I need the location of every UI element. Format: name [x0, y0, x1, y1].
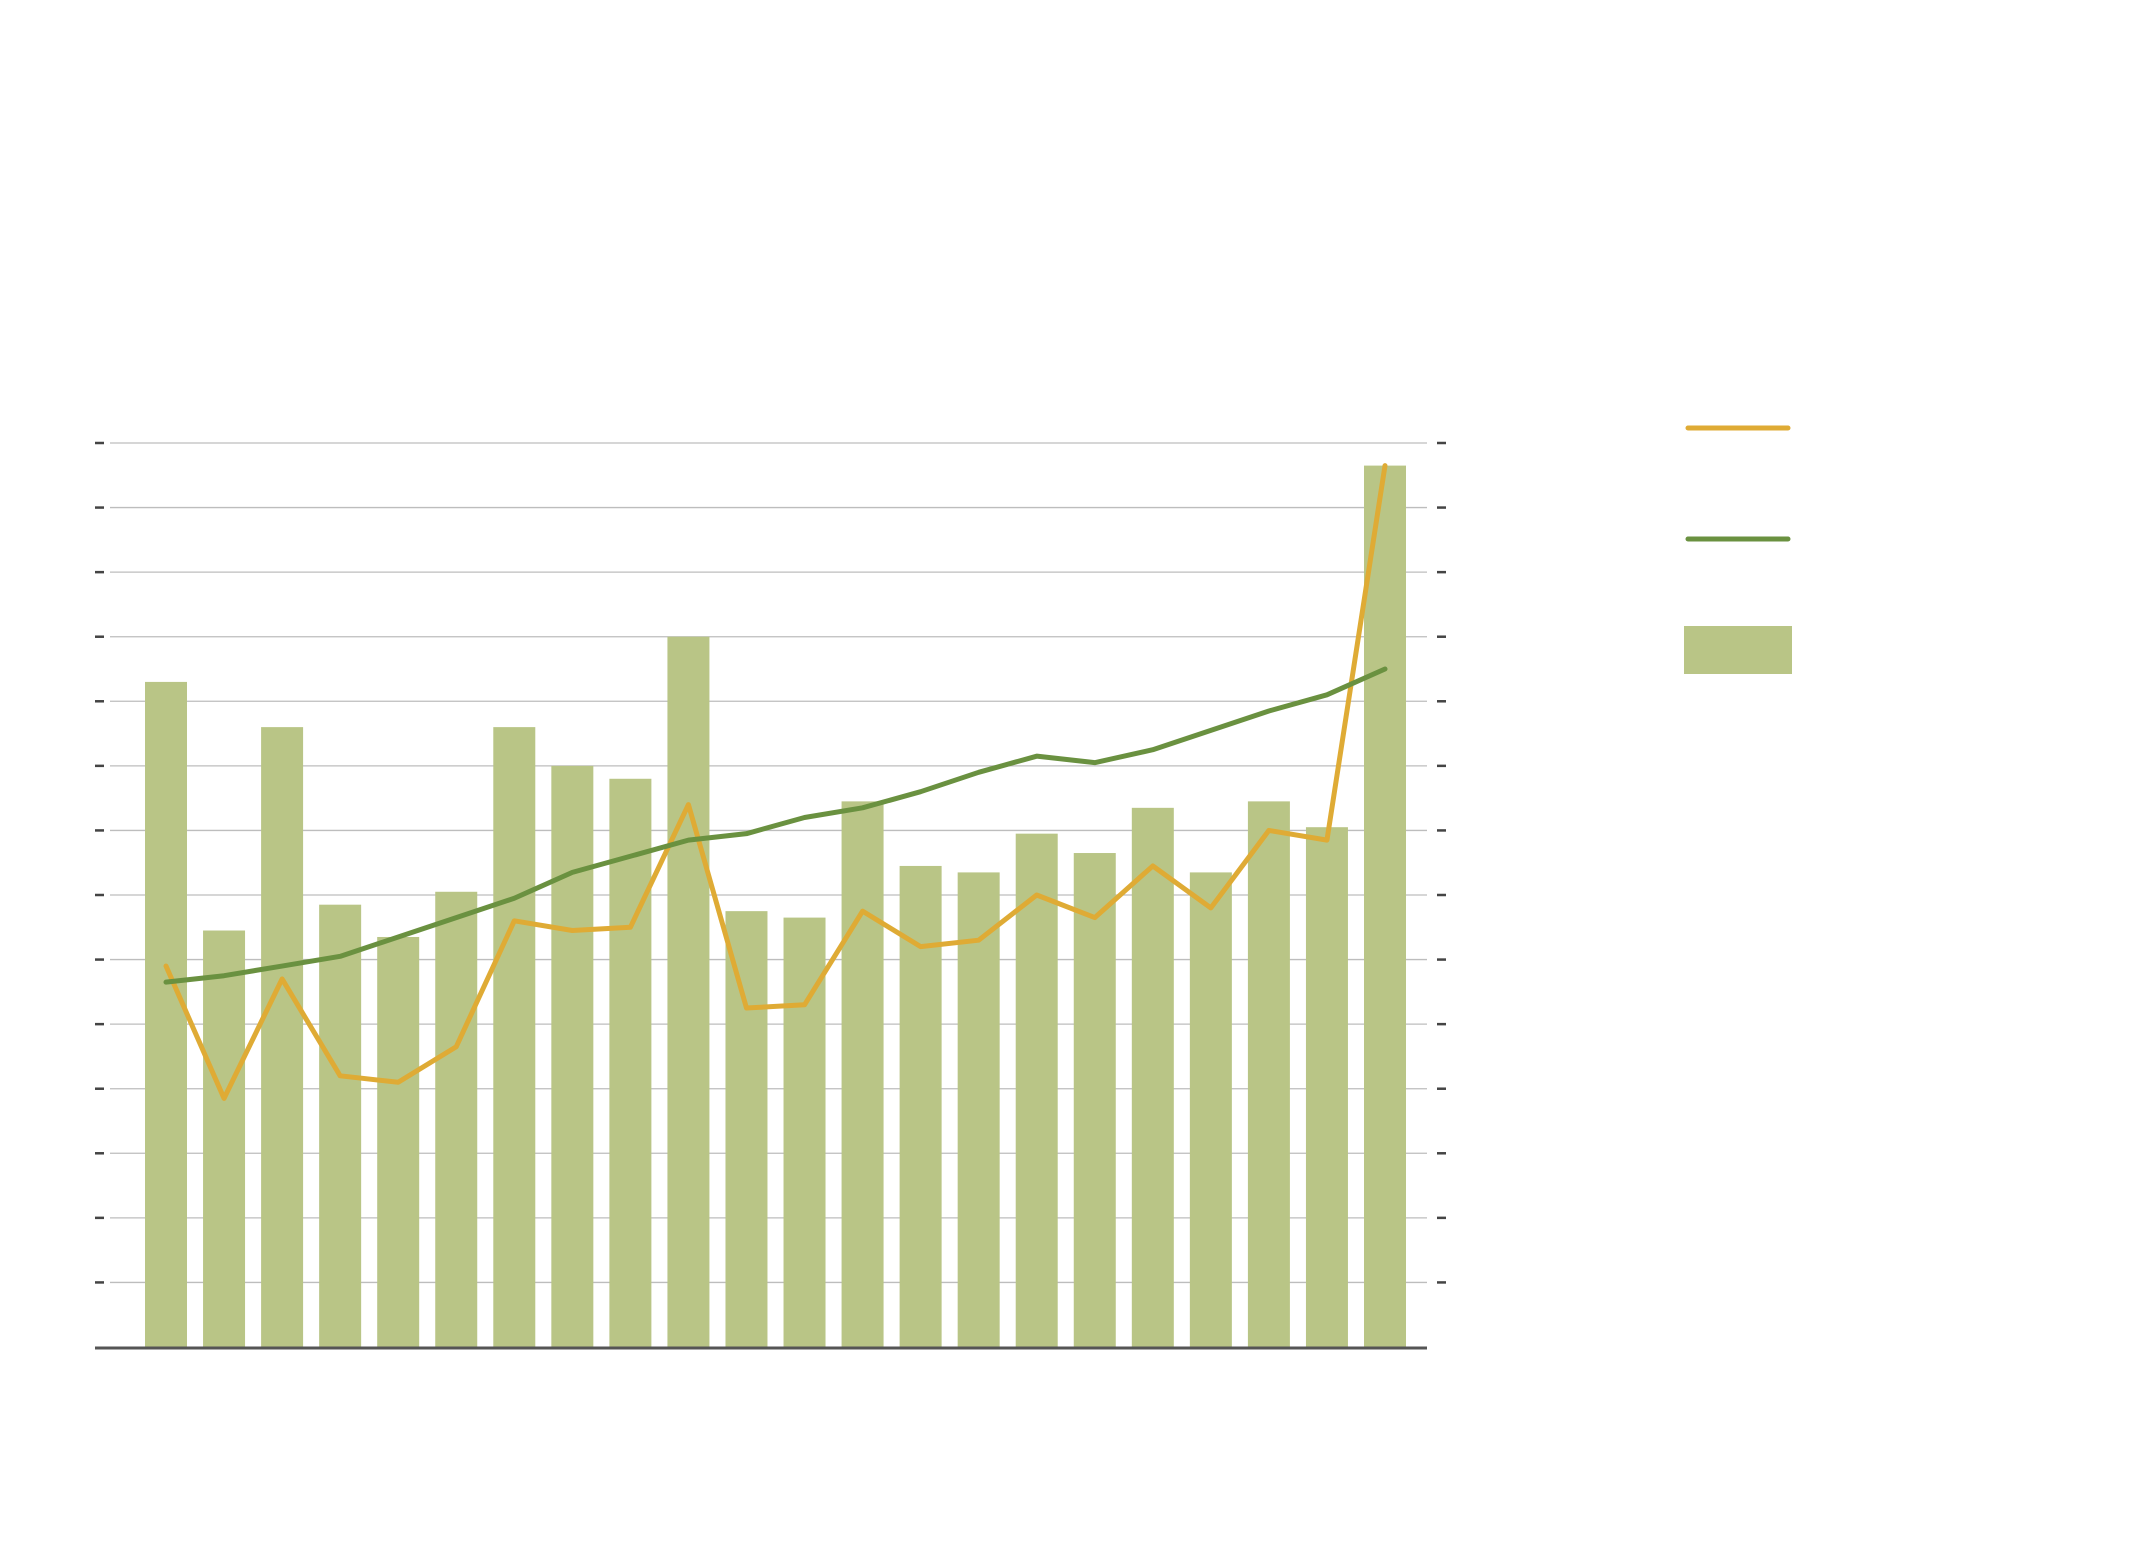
bar — [957, 872, 1000, 1347]
bar — [1131, 807, 1174, 1347]
legend — [1684, 425, 1792, 674]
bar — [377, 936, 420, 1347]
bar — [319, 904, 362, 1347]
bar — [1364, 465, 1406, 1348]
bar — [203, 930, 246, 1347]
bar-series — [145, 465, 1406, 1348]
bar — [841, 801, 884, 1347]
bar — [145, 681, 187, 1347]
bar — [435, 891, 478, 1347]
bar — [667, 636, 710, 1347]
bar — [609, 778, 652, 1347]
bar — [261, 727, 304, 1347]
bar — [783, 917, 826, 1347]
series-line — [163, 666, 1388, 985]
bar — [1073, 853, 1116, 1347]
bar — [1015, 833, 1058, 1347]
legend-swatch-bar — [1684, 626, 1792, 674]
bar — [1247, 801, 1290, 1347]
bar — [551, 765, 594, 1347]
bar — [1189, 872, 1232, 1347]
bar — [493, 727, 536, 1347]
bar — [1305, 827, 1348, 1347]
axis-ticks — [95, 441, 1446, 1284]
line-series — [163, 463, 1388, 1101]
series-line — [163, 463, 1388, 1101]
bar — [725, 911, 768, 1347]
